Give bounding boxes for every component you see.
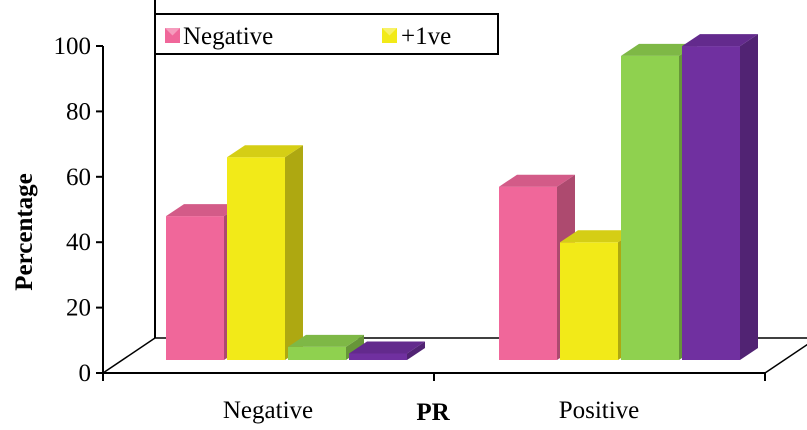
bar-front bbox=[560, 242, 618, 360]
bar-top bbox=[349, 341, 425, 354]
bar-side bbox=[407, 341, 425, 360]
legend-swatch-plus1ve bbox=[382, 28, 397, 43]
y-tick-label-40: 40 bbox=[66, 229, 91, 256]
y-axis-title: Percentage bbox=[11, 173, 38, 291]
bar-top bbox=[621, 43, 697, 56]
bar-top bbox=[227, 145, 303, 158]
y-tick-label-60: 60 bbox=[66, 164, 91, 191]
category-label-negative: Negative bbox=[223, 397, 313, 424]
legend-label-plus1ve: +1ve bbox=[401, 23, 451, 50]
bar-front bbox=[621, 55, 679, 360]
bar-front bbox=[227, 157, 285, 360]
bar-front bbox=[288, 346, 346, 360]
bar-series3-negative bbox=[288, 334, 364, 360]
y-axis: 0 20 40 60 80 100 bbox=[54, 33, 104, 387]
bar-side bbox=[285, 145, 303, 360]
x-axis-title: PR bbox=[416, 399, 450, 426]
bar-top bbox=[560, 230, 636, 243]
legend: Negative +1ve bbox=[154, 13, 499, 55]
bar-series4-negative bbox=[349, 341, 425, 360]
y-tick-label-20: 20 bbox=[66, 295, 91, 322]
bar-series2-negative bbox=[227, 145, 303, 360]
y-tick-label-80: 80 bbox=[66, 98, 91, 125]
bar-side bbox=[740, 34, 758, 360]
bar-top bbox=[682, 34, 758, 47]
bar-top bbox=[288, 334, 364, 347]
legend-box bbox=[154, 13, 499, 55]
y-tick-label-0: 0 bbox=[79, 360, 92, 387]
bar-front bbox=[166, 216, 224, 360]
chart-back-wall bbox=[154, 0, 807, 338]
bars bbox=[166, 34, 758, 361]
category-label-positive: Positive bbox=[559, 397, 640, 424]
legend-label-negative: Negative bbox=[183, 23, 273, 50]
bar-front bbox=[349, 353, 407, 360]
back-wall-outline bbox=[154, 0, 807, 338]
bar-series4-positive bbox=[682, 34, 758, 361]
bar-top bbox=[499, 174, 575, 187]
bar-top bbox=[166, 204, 242, 217]
bar-front bbox=[499, 186, 557, 360]
y-tick-label-100: 100 bbox=[54, 33, 92, 60]
legend-swatch-negative bbox=[165, 28, 180, 43]
bar-front bbox=[682, 46, 740, 361]
x-axis bbox=[102, 372, 766, 381]
